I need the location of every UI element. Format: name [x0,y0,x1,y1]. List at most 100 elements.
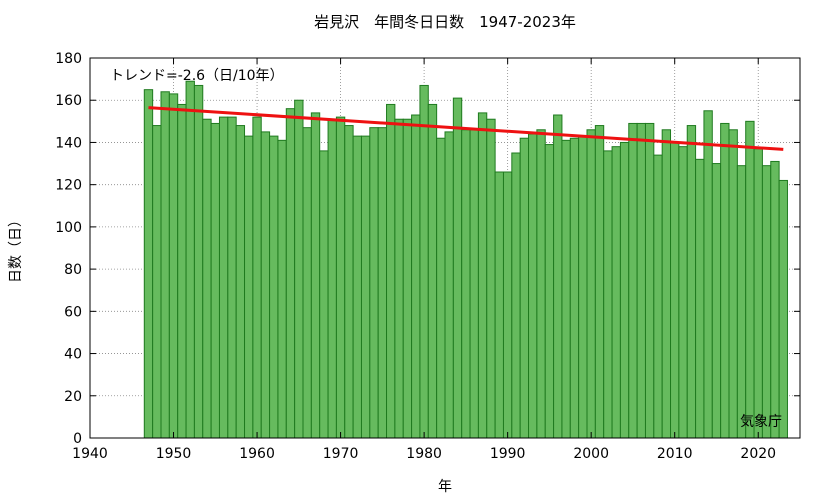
x-tick-label: 1940 [72,446,108,462]
bar-1984 [452,97,463,439]
bar-2020 [753,148,763,439]
bar-1980 [419,84,429,439]
bar-1965 [294,99,304,439]
bar-1985 [461,129,471,439]
bar-1951 [177,103,187,439]
bar-1964 [285,108,296,439]
bar-1986 [469,129,479,439]
y-tick-label: 80 [64,262,82,278]
y-tick-label: 0 [73,431,82,447]
bar-1962 [269,135,279,439]
bar-2017 [728,129,738,439]
bar-2019 [745,120,755,439]
bar-2009 [661,129,672,439]
bar-1974 [369,127,379,439]
bar-1963 [277,139,287,439]
y-tick-label: 180 [55,51,82,67]
bar-1982 [436,137,446,439]
trend-label: トレンド=-2.6（日/10年） [110,68,284,84]
bar-1971 [344,125,354,439]
bar-1969 [327,118,337,439]
plot-frame [89,57,801,439]
bar-1966 [302,127,312,439]
bar-1988 [486,118,496,439]
bar-1997 [561,139,571,439]
y-tick-label: 120 [55,178,82,194]
bar-2005 [628,122,638,439]
bar-1991 [511,152,521,439]
bar-2008 [653,154,663,439]
y-tick-label: 40 [64,347,82,363]
bar-1948 [152,125,162,439]
bar-2010 [670,141,680,439]
bar-1975 [377,127,388,439]
x-tick-label: 1950 [156,446,192,462]
bar-2003 [611,146,621,439]
y-tick-label: 60 [64,304,82,320]
x-tick-label: 2000 [573,446,609,462]
bar-1998 [569,137,580,439]
bar-1978 [402,118,413,439]
bar-1999 [578,135,588,439]
x-tick-label: 1990 [490,446,526,462]
x-axis-ticks: 1940 1950 1960 1970 1980 1990 2000 2010 2020 [72,58,776,462]
bar-1967 [310,112,321,439]
bar-1957 [227,116,237,439]
bar-2015 [711,163,722,439]
bar-1996 [553,114,563,439]
bar-1955 [210,122,220,439]
trend-line [148,106,784,151]
bar-2014 [703,110,713,439]
x-tick-label: 2010 [657,446,693,462]
bar-1960 [252,116,262,439]
bar-1953 [193,84,204,439]
bar-2002 [603,150,613,439]
bar-1956 [218,116,229,439]
bar-2012 [686,125,697,439]
y-axis-label: 日数（日） [8,213,24,283]
y-tick-label: 100 [55,220,82,236]
x-tick-label: 1970 [323,446,359,462]
bar-1995 [544,144,555,439]
bar-1993 [528,133,538,439]
bar-1961 [260,131,271,439]
bar-2022 [770,160,780,439]
bar-2018 [736,165,747,439]
chart-title: 岩見沢 年間冬日日数 1947-2023年 [314,13,576,31]
bar-1977 [394,118,404,439]
y-tick-label: 140 [55,135,82,151]
bar-1973 [360,135,371,439]
bar-1949 [160,91,170,439]
x-tick-label: 1980 [406,446,442,462]
bar-1981 [427,103,438,439]
bar-2013 [695,158,705,439]
bar-2001 [594,125,605,439]
y-tick-label: 160 [55,93,82,109]
y-tick-label: 20 [64,389,82,405]
bar-2004 [619,141,630,439]
trend-line-path [148,106,784,151]
bar-2006 [636,122,646,439]
bar-2023 [778,179,788,439]
bar-1952 [185,80,195,439]
x-tick-label: 2020 [740,446,776,462]
bar-2007 [644,122,655,439]
bar-1972 [352,135,362,439]
source-label: 気象庁 [740,414,782,430]
y-axis-ticks: 0 20 40 60 80 100 120 140 160 180 [55,51,800,447]
bar-1954 [202,118,212,439]
bar-1950 [168,93,179,439]
bar-1994 [536,129,546,439]
bar-1979 [411,114,421,439]
bar-1992 [519,137,530,439]
bar-1970 [335,116,346,439]
bar-1947 [143,89,154,439]
bar-1983 [444,131,454,439]
bars [143,80,788,439]
x-axis-label: 年 [438,479,452,495]
bar-2011 [678,146,688,439]
bar-2016 [720,122,730,439]
bar-1989 [494,171,504,439]
bar-1959 [244,135,254,439]
